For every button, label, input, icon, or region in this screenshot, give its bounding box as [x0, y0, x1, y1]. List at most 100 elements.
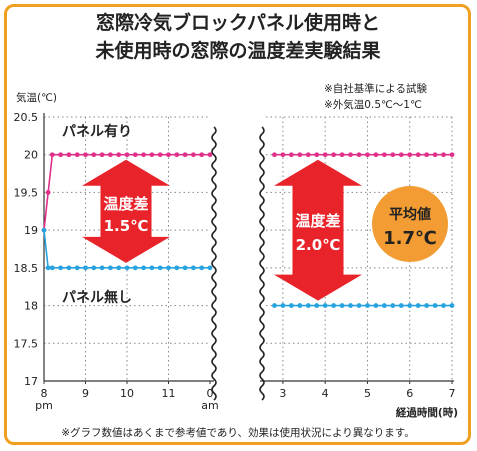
left-series-0-point-16 [166, 152, 171, 158]
x-tick-sublabel-am: am [201, 399, 218, 412]
left-series-1-point-7 [91, 265, 97, 271]
left-series-0-point-5 [74, 152, 80, 158]
left-series-0-point-10 [116, 152, 122, 158]
axis-break-wave-2 [259, 126, 265, 401]
left-series-1-point-9 [108, 265, 113, 271]
left-series-1-point-20 [199, 265, 205, 271]
right-series-1-point-17 [415, 303, 421, 308]
right-series-0-point-9 [348, 152, 353, 158]
right-series-0-point-10 [356, 152, 362, 158]
left-series-0-point-11 [124, 152, 130, 158]
right-series-1-point-5 [314, 303, 320, 308]
x-axis-label: 経過時間(時) [396, 406, 458, 419]
right-series-0-point-2 [288, 152, 294, 158]
left-series-0-point-13 [141, 152, 147, 158]
right-series-1-point-2 [288, 303, 294, 308]
right-series-0-point-6 [322, 152, 328, 158]
left-series-0-point-9 [108, 152, 113, 158]
left-series-0-point-4 [66, 152, 72, 158]
right-series-1-point-4 [305, 303, 311, 308]
left-series-1-point-12 [132, 265, 138, 271]
y-tick-label-19.5: 19.5 [14, 186, 39, 199]
y-tick-label-18.5: 18.5 [14, 262, 39, 275]
difference-label-left: 温度差 [103, 195, 148, 213]
left-series-0-point-6 [83, 152, 88, 158]
left-series-1-point-0 [41, 227, 47, 233]
left-series-0-point-14 [149, 152, 155, 158]
note-test-standard: ※自社基準による試験 [324, 82, 427, 95]
y-axis-label: 気温(℃) [16, 91, 57, 104]
y-tick-label-19: 19 [24, 224, 38, 237]
right-series-0-point-20 [441, 152, 446, 158]
left-series-0-point-8 [99, 152, 105, 158]
left-series-1-point-13 [141, 265, 147, 271]
left-series-1-point-19 [191, 265, 196, 271]
left-series-1-point-6 [83, 265, 88, 271]
right-series-0-point-17 [415, 152, 421, 158]
left-series-1-point-3 [58, 265, 63, 271]
left-series-1-point-10 [116, 265, 122, 271]
difference-value-right: 2.0℃ [296, 236, 341, 254]
y-tick-label-17.5: 17.5 [14, 337, 39, 350]
right-series-1-point-16 [407, 303, 413, 308]
left-series-1-point-18 [182, 265, 188, 271]
y-tick-label-17: 17 [24, 375, 38, 388]
note-outside-temp: ※外気温0.5℃〜1℃ [324, 98, 422, 111]
y-tick-label-18: 18 [24, 300, 38, 313]
right-series-1-point-12 [373, 303, 379, 308]
right-series-1-point-6 [322, 303, 328, 308]
right-series-0-point-11 [365, 152, 370, 158]
x-tick-label-right-4: 4 [322, 387, 329, 400]
right-series-0-point-15 [398, 152, 404, 158]
difference-label-right: 温度差 [295, 212, 340, 230]
x-tick-label-right-7: 7 [449, 387, 456, 400]
x-tick-label-right-5: 5 [364, 387, 371, 400]
average-badge [372, 186, 448, 262]
right-series-0-point-13 [381, 152, 387, 158]
right-series-1-point-3 [297, 303, 303, 308]
series-label-without-panel: パネル無し [62, 289, 132, 306]
right-series-0-point-14 [390, 152, 396, 158]
x-tick-label-left-0: 0 [207, 387, 214, 400]
left-series-1-point-16 [166, 265, 171, 271]
right-series-0-point-8 [339, 152, 345, 158]
right-series-1-point-1 [280, 303, 286, 308]
right-series-0-point-16 [407, 152, 413, 158]
left-series-1-point-21 [207, 265, 213, 271]
left-series-1-point-14 [149, 265, 155, 271]
left-series-0-point-19 [191, 152, 196, 158]
left-series-0-point-17 [174, 152, 180, 158]
left-series-1-point-15 [157, 265, 163, 271]
right-series-0-point-7 [331, 152, 337, 158]
right-series-1-point-9 [348, 303, 353, 308]
left-series-0-point-3 [58, 152, 63, 158]
difference-arrow-left [82, 159, 170, 263]
right-series-1-point-0 [272, 303, 277, 308]
right-series-1-point-14 [390, 303, 396, 308]
left-series-0-point-12 [132, 152, 138, 158]
left-series-1-point-2 [49, 265, 55, 271]
left-series-1-point-5 [74, 265, 80, 271]
x-tick-sublabel-pm: pm [35, 399, 53, 412]
right-series-1-point-18 [424, 303, 430, 308]
right-series-0-point-12 [373, 152, 379, 158]
left-series-line-1 [43, 230, 210, 269]
series-label-with-panel: パネル有り [62, 123, 132, 140]
left-series-1-point-1 [45, 265, 51, 271]
left-series-0-point-18 [182, 152, 188, 158]
average-value: 1.7℃ [383, 228, 437, 249]
left-series-line-0 [43, 153, 210, 231]
right-series-1-point-19 [432, 303, 438, 308]
right-series-1-point-13 [381, 303, 387, 308]
left-series-1-point-11 [124, 265, 130, 271]
difference-arrow-right [274, 159, 362, 301]
footnote: ※グラフ数値はあくまで参考値であり、効果は使用状況により異なります。 [61, 426, 415, 439]
right-series-0-point-19 [432, 152, 438, 158]
difference-value-left: 1.5℃ [104, 217, 149, 235]
x-tick-label-right-3: 3 [279, 387, 286, 400]
right-series-1-point-10 [356, 303, 362, 308]
right-series-0-point-21 [449, 152, 455, 158]
right-series-0-point-1 [280, 152, 286, 158]
left-series-0-point-20 [199, 152, 205, 158]
